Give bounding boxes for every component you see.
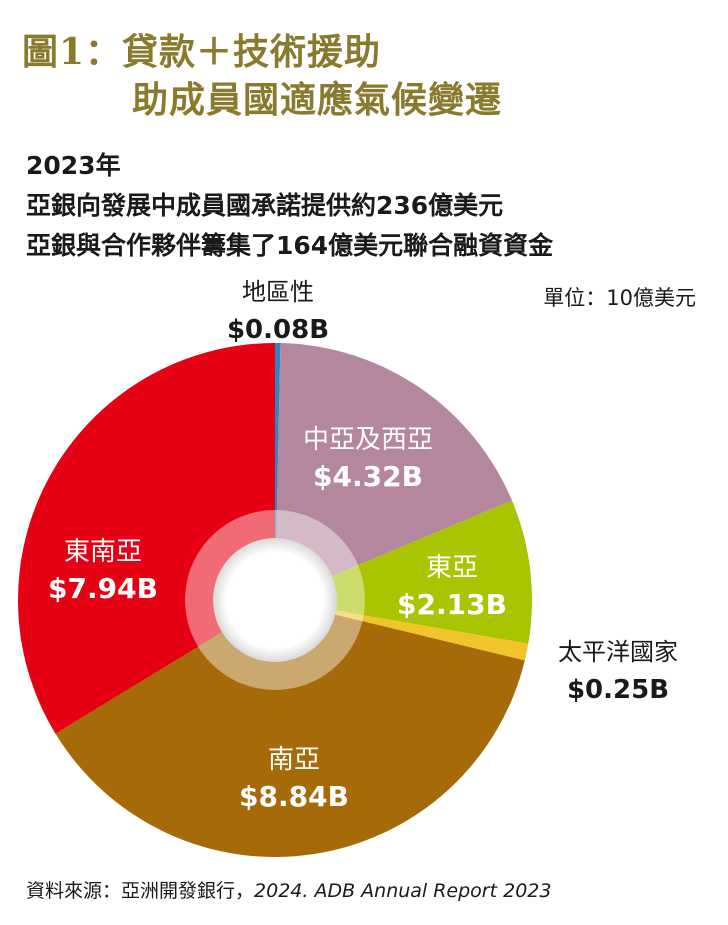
slice-value-label: $0.08B: [227, 315, 329, 345]
pie-slice: [18, 343, 276, 734]
pie-slice: [55, 600, 525, 857]
pie-slice: [275, 343, 512, 600]
chart-title: 圖1：貸款＋技術援助 助成員國適應氣候變遷: [22, 28, 502, 124]
pie-slice: [275, 600, 529, 661]
subtitle-line2: 亞銀與合作夥伴籌集了164億美元聯合融資資金: [26, 231, 554, 260]
chart-subtitle: 2023年 亞銀向發展中成員國承諾提供約236億美元 亞銀與合作夥伴籌集了164…: [26, 146, 553, 266]
subtitle-year: 2023年: [26, 151, 121, 180]
donut-center-hole: [213, 538, 337, 662]
slice-value-label: $2.13B: [397, 588, 507, 621]
pie-slice: [275, 500, 532, 644]
slice-value-label: $4.32B: [313, 460, 423, 493]
unit-label: 單位：10億美元: [543, 286, 696, 310]
source-note: 資料來源：亞洲開發銀行，2024. ADB Annual Report 2023: [26, 876, 551, 903]
slice-name-label: 太平洋國家: [558, 638, 678, 666]
source-prefix: 資料來源：亞洲開發銀行，: [26, 880, 255, 902]
pie-slice: [275, 343, 281, 600]
slice-value-label: $8.84B: [239, 780, 349, 813]
subtitle-line1: 亞銀向發展中成員國承諾提供約236億美元: [26, 191, 504, 220]
source-citation: 2024. ADB Annual Report 2023: [254, 880, 552, 902]
slice-name-label: 中亞及西亞: [303, 425, 433, 455]
slice-name-label: 東南亞: [64, 537, 142, 567]
slice-value-label: $7.94B: [48, 572, 158, 605]
slice-name-label: 南亞: [268, 745, 320, 775]
chart-title-line2: 助成員國適應氣候變遷: [132, 79, 503, 121]
slice-value-label: $0.25B: [567, 675, 669, 705]
slice-name-label: 東亞: [426, 553, 478, 583]
slice-name-label: 地區性: [242, 278, 314, 306]
chart-title-line1: 圖1：貸款＋技術援助: [22, 31, 382, 73]
